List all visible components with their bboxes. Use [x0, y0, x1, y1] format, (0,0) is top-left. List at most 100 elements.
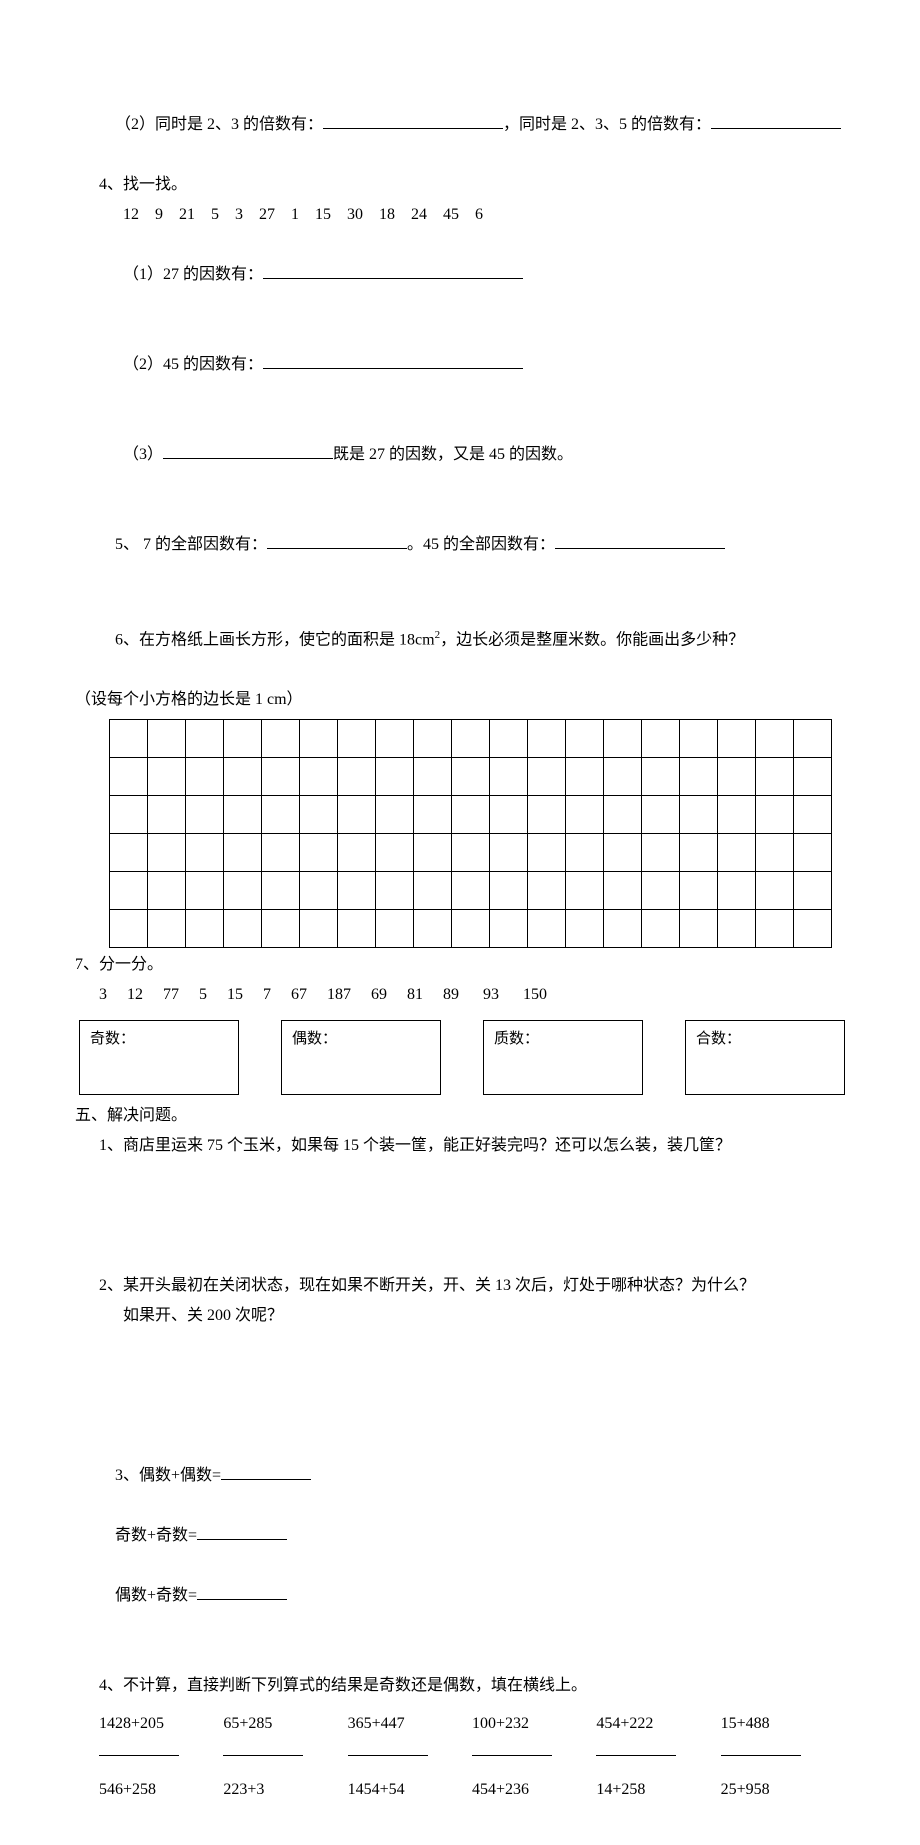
grid-cell[interactable] — [718, 834, 756, 872]
grid-cell[interactable] — [186, 872, 224, 910]
grid-cell[interactable] — [528, 910, 566, 948]
grid-cell[interactable] — [148, 910, 186, 948]
grid-cell[interactable] — [300, 910, 338, 948]
grid-cell[interactable] — [718, 720, 756, 758]
grid-cell[interactable] — [224, 910, 262, 948]
grid-cell[interactable] — [262, 834, 300, 872]
grid-cell[interactable] — [262, 758, 300, 796]
grid-cell[interactable] — [414, 872, 452, 910]
grid-cell[interactable] — [794, 796, 832, 834]
blank[interactable] — [263, 262, 523, 279]
grid-cell[interactable] — [186, 758, 224, 796]
grid-cell[interactable] — [566, 720, 604, 758]
grid-cell[interactable] — [338, 910, 376, 948]
grid-cell[interactable] — [452, 872, 490, 910]
grid-cell[interactable] — [300, 834, 338, 872]
grid-cell[interactable] — [376, 758, 414, 796]
grid-cell[interactable] — [110, 910, 148, 948]
blank[interactable] — [163, 442, 333, 459]
blank[interactable] — [197, 1583, 287, 1600]
grid-cell[interactable] — [376, 834, 414, 872]
blank[interactable] — [197, 1523, 287, 1540]
grid-paper[interactable] — [109, 719, 832, 948]
blank[interactable] — [99, 1739, 179, 1756]
category-box[interactable]: 合数： — [685, 1020, 845, 1095]
blank[interactable] — [472, 1739, 552, 1756]
blank[interactable] — [223, 1739, 303, 1756]
grid-cell[interactable] — [528, 758, 566, 796]
grid-cell[interactable] — [300, 720, 338, 758]
grid-cell[interactable] — [680, 720, 718, 758]
grid-cell[interactable] — [718, 872, 756, 910]
grid-cell[interactable] — [566, 758, 604, 796]
grid-cell[interactable] — [490, 758, 528, 796]
grid-cell[interactable] — [224, 720, 262, 758]
grid-cell[interactable] — [642, 758, 680, 796]
blank[interactable] — [348, 1739, 428, 1756]
grid-cell[interactable] — [490, 872, 528, 910]
grid-cell[interactable] — [528, 720, 566, 758]
grid-cell[interactable] — [414, 834, 452, 872]
grid-cell[interactable] — [642, 872, 680, 910]
blank[interactable] — [711, 112, 841, 129]
grid-cell[interactable] — [224, 758, 262, 796]
grid-cell[interactable] — [680, 796, 718, 834]
grid-cell[interactable] — [110, 872, 148, 910]
grid-cell[interactable] — [110, 758, 148, 796]
grid-cell[interactable] — [110, 796, 148, 834]
grid-cell[interactable] — [452, 758, 490, 796]
grid-cell[interactable] — [148, 720, 186, 758]
grid-cell[interactable] — [680, 910, 718, 948]
blank[interactable] — [267, 532, 407, 549]
grid-cell[interactable] — [528, 834, 566, 872]
grid-cell[interactable] — [490, 796, 528, 834]
grid-cell[interactable] — [718, 758, 756, 796]
grid-cell[interactable] — [490, 720, 528, 758]
grid-cell[interactable] — [604, 720, 642, 758]
grid-cell[interactable] — [300, 872, 338, 910]
grid-cell[interactable] — [794, 910, 832, 948]
grid-cell[interactable] — [718, 910, 756, 948]
grid-cell[interactable] — [490, 834, 528, 872]
grid-cell[interactable] — [148, 834, 186, 872]
grid-cell[interactable] — [338, 872, 376, 910]
grid-cell[interactable] — [338, 758, 376, 796]
grid-cell[interactable] — [110, 720, 148, 758]
grid-cell[interactable] — [110, 834, 148, 872]
grid-cell[interactable] — [338, 834, 376, 872]
grid-cell[interactable] — [186, 796, 224, 834]
blank[interactable] — [323, 112, 503, 129]
grid-cell[interactable] — [262, 872, 300, 910]
grid-cell[interactable] — [756, 834, 794, 872]
grid-cell[interactable] — [604, 910, 642, 948]
category-box[interactable]: 奇数： — [79, 1020, 239, 1095]
grid-cell[interactable] — [756, 796, 794, 834]
grid-cell[interactable] — [794, 758, 832, 796]
grid-cell[interactable] — [148, 872, 186, 910]
grid-cell[interactable] — [680, 834, 718, 872]
grid-cell[interactable] — [414, 796, 452, 834]
grid-cell[interactable] — [604, 872, 642, 910]
grid-cell[interactable] — [642, 720, 680, 758]
grid-cell[interactable] — [566, 834, 604, 872]
category-box[interactable]: 偶数： — [281, 1020, 441, 1095]
grid-cell[interactable] — [452, 796, 490, 834]
grid-cell[interactable] — [338, 720, 376, 758]
grid-cell[interactable] — [566, 872, 604, 910]
grid-cell[interactable] — [756, 758, 794, 796]
blank[interactable] — [263, 352, 523, 369]
grid-cell[interactable] — [224, 796, 262, 834]
grid-cell[interactable] — [376, 720, 414, 758]
grid-cell[interactable] — [756, 872, 794, 910]
grid-cell[interactable] — [794, 834, 832, 872]
grid-cell[interactable] — [376, 796, 414, 834]
grid-cell[interactable] — [566, 910, 604, 948]
grid-cell[interactable] — [338, 796, 376, 834]
blank[interactable] — [596, 1739, 676, 1756]
grid-cell[interactable] — [414, 758, 452, 796]
grid-cell[interactable] — [186, 834, 224, 872]
blank[interactable] — [721, 1739, 801, 1756]
grid-cell[interactable] — [148, 796, 186, 834]
grid-cell[interactable] — [642, 834, 680, 872]
grid-cell[interactable] — [642, 796, 680, 834]
